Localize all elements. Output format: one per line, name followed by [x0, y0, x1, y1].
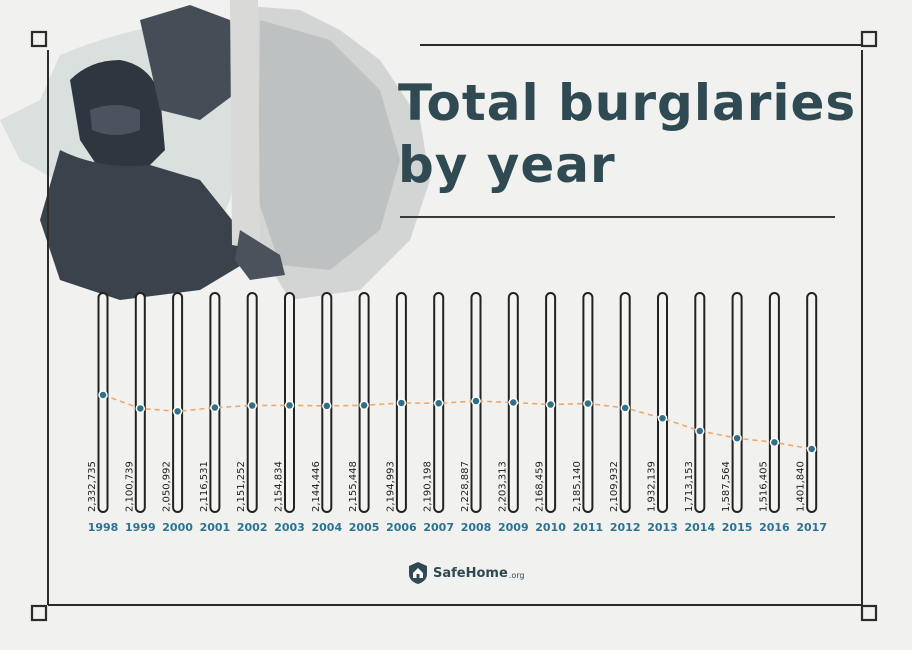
bar-2013 — [657, 292, 668, 513]
value-label-2012: 2,109,932 — [609, 461, 620, 512]
bar-2000 — [172, 292, 184, 513]
year-label-2017: 2017 — [796, 521, 827, 534]
bar-2012 — [619, 292, 631, 513]
year-label-2016: 2016 — [759, 521, 790, 534]
year-label-2006: 2006 — [386, 521, 417, 534]
value-label-2017: 1,401,840 — [796, 461, 807, 512]
chart-title: Total burglaries by year — [398, 72, 868, 196]
value-label-2014: 1,713,153 — [684, 461, 695, 512]
point-2014 — [695, 426, 705, 436]
year-label-2000: 2000 — [162, 521, 193, 534]
title-line-1: Total burglaries — [398, 74, 857, 132]
point-1999 — [135, 403, 146, 414]
point-2010 — [545, 399, 556, 410]
point-2012 — [620, 403, 630, 413]
point-2005 — [359, 400, 369, 411]
value-label-2011: 2,185,140 — [572, 461, 583, 512]
value-label-2008: 2,228,887 — [460, 461, 471, 512]
point-2004 — [322, 401, 332, 411]
value-label-2009: 2,203,313 — [497, 461, 508, 512]
bar-1999 — [134, 292, 146, 513]
title-line-2: by year — [398, 136, 616, 194]
point-2008 — [471, 396, 481, 406]
year-label-2009: 2009 — [498, 521, 529, 534]
bar-2017 — [806, 292, 818, 513]
year-label-2014: 2014 — [684, 521, 715, 534]
value-label-2002: 2,151,252 — [236, 461, 247, 512]
bar-1998 — [97, 292, 109, 513]
point-2013 — [657, 413, 668, 423]
safehome-logo: SafeHome .org — [408, 560, 524, 586]
year-label-2015: 2015 — [722, 521, 753, 534]
point-1998 — [98, 390, 108, 400]
point-2017 — [806, 444, 817, 454]
title-rule — [400, 216, 835, 218]
value-label-2003: 2,154,834 — [274, 461, 285, 512]
year-label-2002: 2002 — [237, 521, 268, 534]
bar-2014 — [694, 292, 706, 513]
value-label-2001: 2,116,531 — [199, 461, 210, 512]
value-label-2007: 2,190,198 — [423, 461, 434, 512]
value-label-2004: 2,144,446 — [311, 461, 322, 512]
trend-line — [102, 394, 812, 450]
point-2009 — [508, 397, 519, 408]
year-label-2008: 2008 — [461, 521, 492, 534]
point-2006 — [396, 398, 407, 408]
burglar-photo — [0, 0, 430, 300]
point-2002 — [247, 400, 257, 411]
year-label-2007: 2007 — [423, 521, 454, 534]
year-label-1998: 1998 — [88, 521, 119, 534]
year-label-2011: 2011 — [573, 521, 604, 534]
year-label-1999: 1999 — [125, 521, 156, 534]
value-label-2010: 2,168,459 — [535, 461, 546, 512]
value-label-1998: 2,332,735 — [87, 461, 98, 512]
bar-2015 — [731, 292, 743, 513]
point-2015 — [732, 433, 742, 443]
logo-name: SafeHome — [433, 565, 508, 581]
house-shield-icon — [409, 562, 427, 584]
year-label-2005: 2005 — [349, 521, 380, 534]
value-label-1999: 2,100,739 — [124, 461, 135, 512]
frame — [30, 30, 878, 622]
burglaries-chart: 2,332,735 1998 2,100,739 1999 2,050,992 2000 2… — [87, 292, 827, 534]
year-label-2004: 2004 — [311, 521, 342, 534]
point-2011 — [583, 398, 593, 409]
year-label-2001: 2001 — [200, 521, 231, 534]
point-2000 — [172, 406, 183, 417]
point-2003 — [284, 400, 295, 411]
year-label-2010: 2010 — [535, 521, 566, 534]
value-label-2013: 1,932,139 — [647, 461, 658, 512]
point-2007 — [433, 398, 444, 409]
value-label-2015: 1,587,564 — [721, 461, 732, 512]
year-label-2012: 2012 — [610, 521, 641, 534]
logo-domain: .org — [508, 570, 525, 580]
value-label-2005: 2,155,448 — [348, 461, 359, 512]
bar-2016 — [768, 292, 780, 513]
year-label-2013: 2013 — [647, 521, 678, 534]
year-label-2003: 2003 — [274, 521, 305, 534]
value-label-2000: 2,050,992 — [162, 461, 173, 512]
value-label-2006: 2,194,993 — [385, 461, 396, 512]
point-2001 — [210, 402, 220, 413]
point-2016 — [769, 437, 780, 448]
bar-2001 — [209, 292, 221, 513]
value-label-2016: 1,516,405 — [758, 461, 769, 512]
